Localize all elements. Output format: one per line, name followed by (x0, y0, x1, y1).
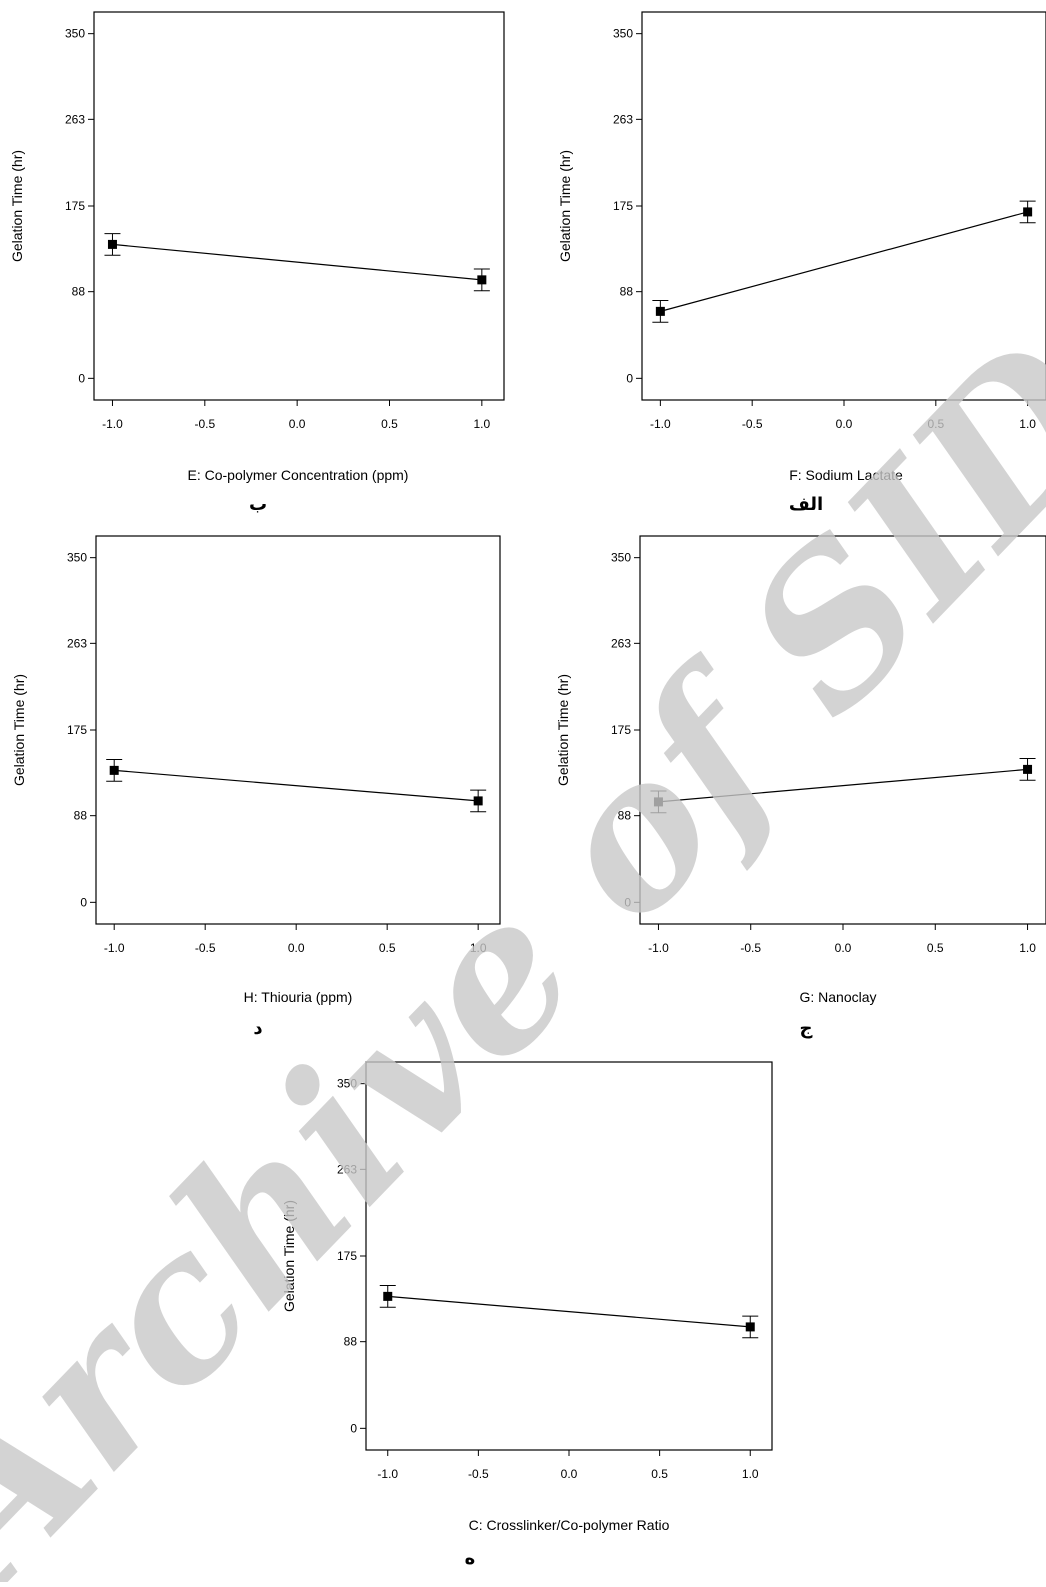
series-line (112, 243, 482, 281)
y-tick-label: 88 (618, 809, 632, 823)
y-tick-label: 0 (80, 895, 87, 909)
x-tick-label: 1.0 (1019, 941, 1036, 955)
x-tick-label: -1.0 (104, 941, 125, 955)
series-line (658, 768, 1028, 803)
y-tick-label: 263 (65, 112, 85, 126)
x-tick-label: -1.0 (648, 941, 669, 955)
x-tick-label: -0.5 (742, 417, 763, 431)
x-tick-label: 0.5 (381, 417, 398, 431)
y-tick-label: 0 (78, 371, 85, 385)
data-point (1023, 764, 1033, 774)
y-tick-label: 88 (72, 285, 86, 299)
data-point (1023, 207, 1033, 217)
x-tick-label: 0.0 (288, 941, 305, 955)
x-tick-label: 0.5 (379, 941, 396, 955)
data-point (473, 796, 483, 806)
y-tick-label: 350 (65, 27, 85, 41)
x-axis-title: H: Thiouria (ppm) (244, 989, 353, 1005)
series-line (660, 211, 1028, 312)
y-tick-label: 263 (613, 112, 633, 126)
y-tick-label: 263 (611, 636, 631, 650)
x-axis-title: E: Co-polymer Concentration (ppm) (188, 467, 409, 483)
data-point (655, 306, 665, 316)
y-tick-label: 88 (74, 809, 88, 823)
data-point (107, 239, 117, 249)
y-tick-label: 175 (611, 723, 631, 737)
x-tick-label: -1.0 (102, 417, 123, 431)
y-tick-label: 88 (344, 1335, 358, 1349)
series-line (387, 1295, 751, 1328)
x-tick-label: 0.5 (651, 1467, 668, 1481)
y-axis-title: Gelation Time (hr) (555, 674, 571, 786)
x-tick-label: 0.0 (561, 1467, 578, 1481)
y-axis-title: Gelation Time (hr) (281, 1200, 297, 1312)
x-tick-label: -0.5 (468, 1467, 489, 1481)
y-tick-label: 0 (624, 895, 631, 909)
y-axis-title: Gelation Time (hr) (9, 150, 25, 262)
x-tick-label: 1.0 (742, 1467, 759, 1481)
panel-letter: د (253, 1018, 263, 1039)
y-axis-title: Gelation Time (hr) (557, 150, 573, 262)
y-tick-label: 350 (67, 551, 87, 565)
y-tick-label: 175 (337, 1249, 357, 1263)
y-tick-label: 175 (613, 199, 633, 213)
x-tick-label: 0.0 (835, 941, 852, 955)
x-tick-label: -0.5 (195, 941, 216, 955)
data-point (477, 275, 487, 285)
panel-letter: ه (464, 1548, 476, 1569)
y-tick-label: 0 (350, 1421, 357, 1435)
x-axis-title: G: Nanoclay (799, 989, 876, 1005)
x-tick-label: 1.0 (1019, 417, 1036, 431)
y-axis-title: Gelation Time (hr) (11, 674, 27, 786)
panel-letter: ج (799, 1018, 813, 1039)
plot-frame (365, 1061, 773, 1451)
y-tick-label: 350 (611, 551, 631, 565)
y-tick-label: 175 (65, 199, 85, 213)
x-tick-label: 1.0 (470, 941, 487, 955)
y-tick-label: 350 (613, 27, 633, 41)
x-axis-title: F: Sodium Lactate (789, 467, 903, 483)
x-tick-label: 0.5 (927, 941, 944, 955)
x-tick-label: 1.0 (473, 417, 490, 431)
x-tick-label: -0.5 (194, 417, 215, 431)
y-tick-label: 263 (337, 1162, 357, 1176)
y-tick-label: 175 (67, 723, 87, 737)
x-axis-title: C: Crosslinker/Co-polymer Ratio (469, 1517, 670, 1533)
x-tick-label: 0.0 (289, 417, 306, 431)
data-point (383, 1291, 393, 1301)
y-tick-label: 0 (626, 371, 633, 385)
x-tick-label: -1.0 (650, 417, 671, 431)
data-point (109, 765, 119, 775)
x-tick-label: -0.5 (740, 941, 761, 955)
y-tick-label: 263 (67, 636, 87, 650)
data-point (653, 797, 663, 807)
data-point (745, 1322, 755, 1332)
x-tick-label: 0.0 (836, 417, 853, 431)
x-tick-label: 0.5 (927, 417, 944, 431)
panel-letter: ب (248, 494, 268, 515)
series-line (114, 769, 479, 802)
y-tick-label: 350 (337, 1077, 357, 1091)
y-tick-label: 88 (620, 285, 634, 299)
x-tick-label: -1.0 (377, 1467, 398, 1481)
panel-letter: الف (788, 494, 824, 515)
